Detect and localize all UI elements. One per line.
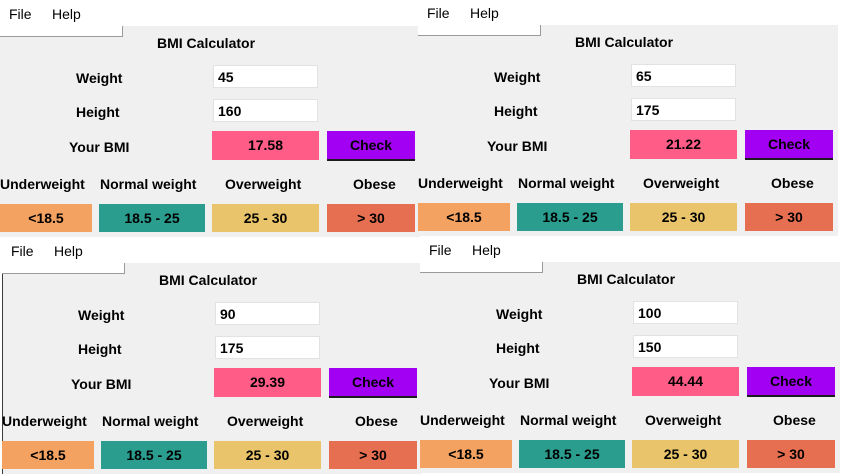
check-button[interactable]: Check — [327, 131, 415, 161]
range-obese: > 30 — [747, 440, 835, 468]
app-title: BMI Calculator — [157, 35, 256, 51]
category-underweight-label: Underweight — [420, 412, 505, 428]
range-normal: 18.5 - 25 — [99, 204, 205, 232]
category-obese-label: Obese — [353, 176, 396, 192]
range-overweight: 25 - 30 — [630, 203, 737, 231]
range-underweight: <18.5 — [2, 441, 94, 469]
height-label: Height — [78, 341, 122, 357]
menu-help[interactable]: Help — [52, 6, 81, 22]
weight-input[interactable]: 45 — [213, 65, 318, 88]
menu-dropdown-edge — [418, 25, 541, 36]
category-obese-label: Obese — [771, 175, 814, 191]
app-title: BMI Calculator — [159, 272, 258, 288]
bmi-label: Your BMI — [487, 138, 548, 154]
menu-dropdown-edge — [420, 262, 543, 273]
height-label: Height — [494, 103, 538, 119]
bmi-window-4: File Help BMI Calculator Weight 100 Heig… — [420, 236, 840, 473]
menu-bar: File Help — [420, 236, 840, 262]
category-normal-label: Normal weight — [100, 176, 197, 192]
height-input[interactable]: 160 — [213, 99, 318, 122]
menu-file[interactable]: File — [11, 243, 34, 259]
bmi-window-1: File Help BMI Calculator Weight 45 Heigh… — [0, 0, 420, 237]
app-title: BMI Calculator — [575, 34, 674, 50]
bmi-label: Your BMI — [489, 375, 550, 391]
menu-file[interactable]: File — [9, 6, 32, 22]
weight-label: Weight — [76, 70, 123, 86]
category-normal-label: Normal weight — [520, 412, 617, 428]
check-button[interactable]: Check — [745, 130, 833, 160]
menu-help[interactable]: Help — [54, 243, 83, 259]
range-overweight: 25 - 30 — [214, 441, 321, 469]
weight-label: Weight — [78, 307, 125, 323]
range-overweight: 25 - 30 — [212, 204, 319, 232]
range-overweight: 25 - 30 — [632, 440, 739, 468]
bmi-result: 44.44 — [632, 367, 739, 396]
height-label: Height — [496, 340, 540, 356]
bmi-label: Your BMI — [71, 376, 132, 392]
category-overweight-label: Overweight — [225, 176, 302, 192]
height-label: Height — [76, 104, 120, 120]
bmi-window-2: File Help BMI Calculator Weight 65 Heigh… — [418, 0, 838, 236]
menu-bar: File Help — [2, 237, 422, 263]
check-button[interactable]: Check — [747, 367, 835, 397]
category-overweight-label: Overweight — [643, 175, 720, 191]
menu-bar: File Help — [418, 0, 838, 25]
bmi-label: Your BMI — [69, 139, 130, 155]
range-underweight: <18.5 — [420, 440, 512, 468]
menu-file[interactable]: File — [429, 242, 452, 258]
menu-file[interactable]: File — [427, 5, 450, 21]
app-title: BMI Calculator — [577, 271, 676, 287]
range-obese: > 30 — [327, 204, 415, 232]
weight-input[interactable]: 65 — [631, 64, 736, 87]
weight-input[interactable]: 90 — [215, 302, 320, 325]
range-normal: 18.5 - 25 — [517, 203, 623, 231]
menu-dropdown-edge — [0, 26, 123, 37]
category-normal-label: Normal weight — [518, 175, 615, 191]
category-underweight-label: Underweight — [418, 175, 503, 191]
range-normal: 18.5 - 25 — [101, 441, 207, 469]
category-underweight-label: Underweight — [0, 176, 85, 192]
height-input[interactable]: 175 — [215, 336, 320, 359]
category-overweight-label: Overweight — [645, 412, 722, 428]
range-normal: 18.5 - 25 — [519, 440, 625, 468]
range-obese: > 30 — [745, 203, 833, 231]
category-normal-label: Normal weight — [102, 413, 199, 429]
menu-dropdown-edge — [2, 263, 125, 274]
category-obese-label: Obese — [773, 412, 816, 428]
menu-help[interactable]: Help — [472, 242, 501, 258]
bmi-result: 21.22 — [630, 130, 737, 159]
bmi-result: 17.58 — [212, 131, 319, 160]
weight-label: Weight — [496, 306, 543, 322]
height-input[interactable]: 175 — [631, 98, 736, 121]
range-underweight: <18.5 — [418, 203, 510, 231]
bmi-result: 29.39 — [214, 368, 321, 397]
category-underweight-label: Underweight — [2, 413, 87, 429]
range-obese: > 30 — [329, 441, 417, 469]
menu-help[interactable]: Help — [470, 5, 499, 21]
bmi-window-3: File Help BMI Calculator Weight 90 Heigh… — [2, 237, 422, 474]
menu-bar: File Help — [0, 0, 420, 26]
weight-input[interactable]: 100 — [633, 301, 738, 324]
category-overweight-label: Overweight — [227, 413, 304, 429]
window-border — [2, 237, 3, 474]
height-input[interactable]: 150 — [633, 335, 738, 358]
weight-label: Weight — [494, 69, 541, 85]
check-button[interactable]: Check — [329, 368, 417, 398]
category-obese-label: Obese — [355, 413, 398, 429]
range-underweight: <18.5 — [0, 204, 92, 232]
